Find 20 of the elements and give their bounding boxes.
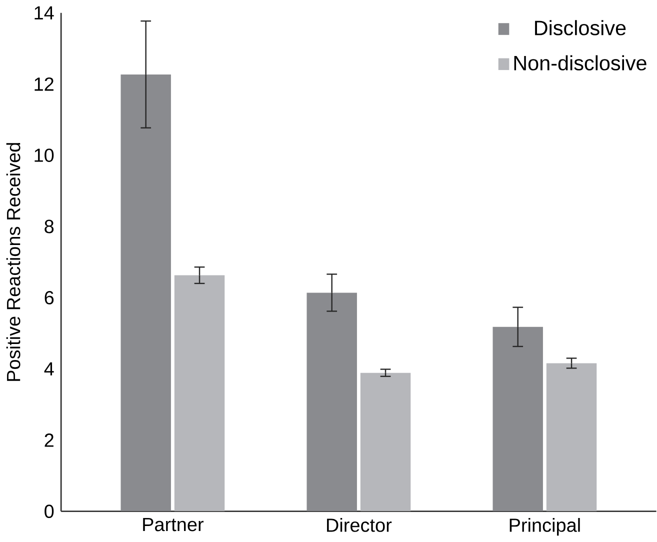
y-tick-label: 4 [44,362,54,376]
y-tick-label: 8 [44,220,54,234]
bar [174,275,225,512]
y-tick-label: 2 [44,433,54,447]
y-tick-label: 10 [34,148,54,162]
bar [546,363,597,512]
y-axis-title: Positive Reactions Received [6,143,20,381]
bar [492,326,543,512]
bar [360,372,411,512]
y-tick-label: 6 [44,290,54,304]
x-tick-label: Partner [143,518,204,532]
y-tick-label: 14 [34,6,54,20]
y-tick-label: 12 [34,77,54,91]
y-tick-label: 0 [44,504,54,518]
legend-label: Disclosive [535,20,626,36]
bar [306,292,357,512]
legend-label: Non-disclosive [514,55,646,70]
x-tick-label: Principal [510,518,580,536]
bar [120,74,171,512]
x-tick-label: Director [327,518,392,532]
